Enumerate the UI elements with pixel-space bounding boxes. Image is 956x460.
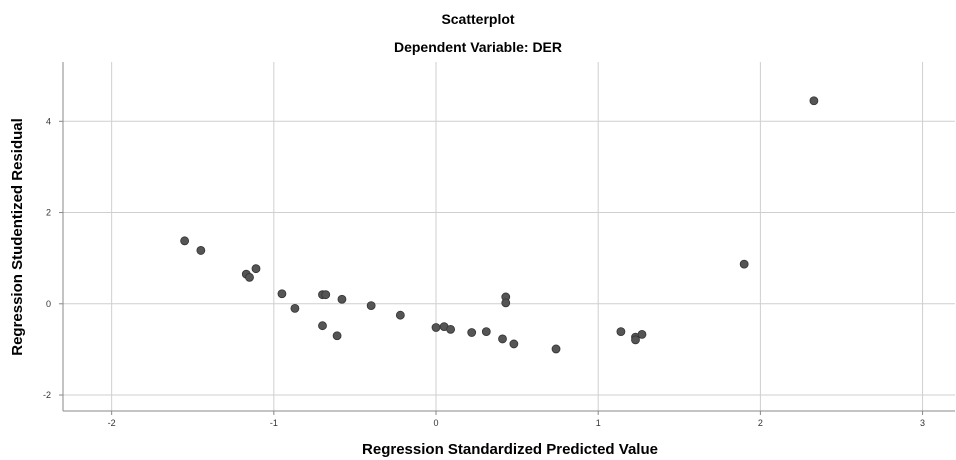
data-point: [332, 331, 342, 341]
data-point: [431, 323, 441, 332]
data-points: [180, 96, 819, 354]
y-tick-label: 0: [46, 299, 51, 309]
data-point: [551, 344, 561, 354]
data-point: [366, 301, 376, 311]
chart-subtitle: Dependent Variable: DER: [394, 39, 562, 55]
tick-labels: -2 -1 0 1 2 3 -2 0 2 4: [43, 116, 925, 428]
data-point: [251, 264, 261, 274]
data-point: [467, 328, 477, 337]
x-tick-label: -1: [270, 418, 278, 428]
y-tick-label: 4: [46, 116, 51, 126]
x-tick-label: -2: [108, 418, 116, 428]
data-point: [498, 334, 507, 344]
axes: [59, 62, 955, 415]
y-axis-label: Regression Studentized Residual: [9, 118, 26, 356]
data-point: [809, 96, 819, 106]
x-tick-label: 3: [920, 418, 925, 428]
data-point: [277, 289, 287, 299]
chart-title: Scatterplot: [441, 11, 514, 27]
data-point: [337, 294, 347, 304]
data-point: [321, 290, 331, 300]
x-tick-label: 2: [758, 418, 763, 428]
grid-lines: [63, 62, 955, 411]
data-point: [446, 324, 456, 334]
data-point: [196, 246, 206, 255]
data-point: [637, 329, 647, 339]
data-point: [501, 298, 511, 308]
x-tick-label: 1: [596, 418, 601, 428]
data-point: [509, 339, 519, 349]
data-point: [631, 335, 640, 345]
data-point: [245, 272, 254, 282]
data-point: [481, 327, 491, 337]
data-point: [395, 310, 405, 320]
data-point: [318, 321, 327, 331]
x-axis-label: Regression Standardized Predicted Value: [362, 441, 658, 458]
y-tick-label: -2: [43, 390, 51, 400]
y-tick-label: 2: [46, 208, 51, 218]
data-point: [616, 327, 626, 337]
x-tick-label: 0: [434, 418, 439, 428]
data-point: [290, 303, 300, 313]
data-point: [180, 236, 190, 246]
data-point: [739, 259, 749, 269]
